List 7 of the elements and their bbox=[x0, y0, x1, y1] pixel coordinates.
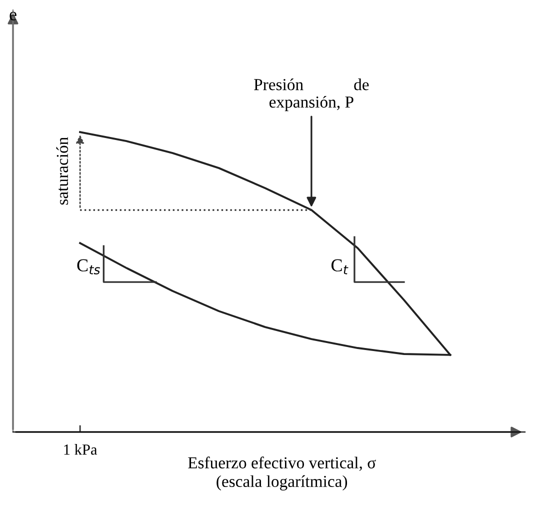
text: Presión de expansión, P bbox=[254, 78, 369, 112]
annotation: saturación bbox=[56, 137, 68, 205]
x-axis-title: Esfuerzo efectivo vertical, σ (escala logarítmica) bbox=[188, 456, 376, 490]
text: e bbox=[10, 12, 16, 20]
text: 1 kPa bbox=[64, 444, 98, 455]
annotation: C$_{ts}$ bbox=[77, 259, 100, 274]
annotation: C$_{t}$ bbox=[331, 259, 348, 274]
